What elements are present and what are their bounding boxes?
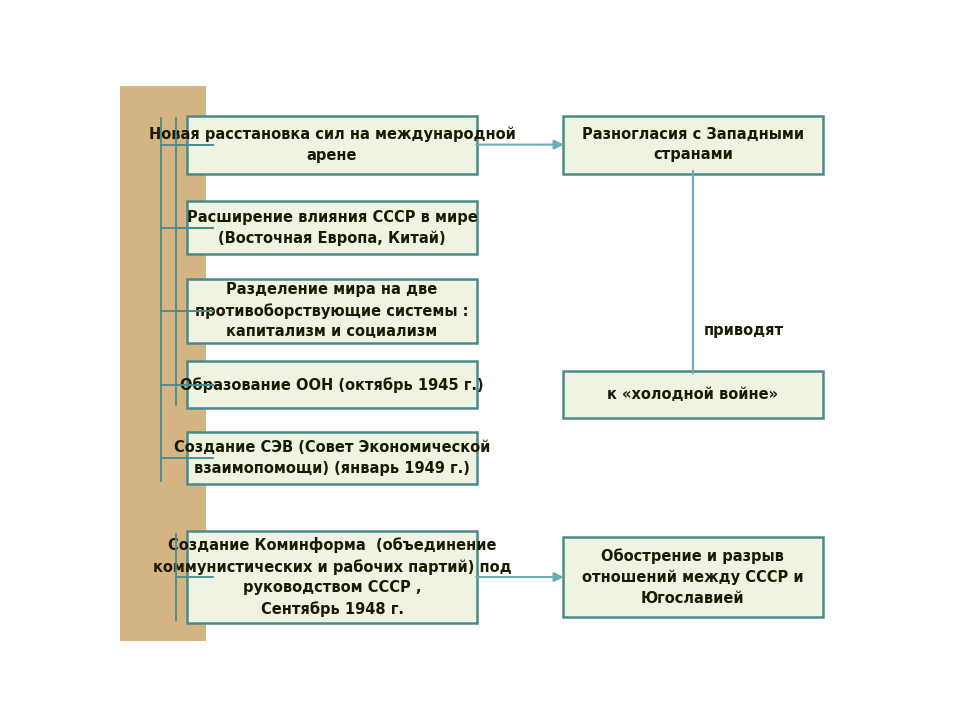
Text: Обострение и разрыв
отношений между СССР и
Югославией: Обострение и разрыв отношений между СССР…: [582, 549, 804, 606]
Text: приводят: приводят: [704, 323, 784, 338]
FancyBboxPatch shape: [187, 431, 477, 484]
FancyBboxPatch shape: [563, 371, 823, 418]
Text: Расширение влияния СССР в мире
(Восточная Европа, Китай): Расширение влияния СССР в мире (Восточна…: [186, 210, 477, 246]
FancyBboxPatch shape: [187, 279, 477, 343]
Text: Разногласия с Западными
странами: Разногласия с Западными странами: [582, 127, 804, 162]
FancyBboxPatch shape: [563, 537, 823, 617]
Text: Новая расстановка сил на международной
арене: Новая расстановка сил на международной а…: [149, 127, 516, 163]
Text: Образование ООН (октябрь 1945 г.): Образование ООН (октябрь 1945 г.): [180, 377, 484, 392]
FancyBboxPatch shape: [187, 531, 477, 623]
Text: Разделение мира на две
противоборствующие системы :
капитализм и социализм: Разделение мира на две противоборствующи…: [195, 282, 468, 339]
FancyBboxPatch shape: [120, 86, 205, 641]
FancyBboxPatch shape: [187, 361, 477, 408]
Text: Создание Коминформа  (объединение
коммунистических и рабочих партий) под
руковод: Создание Коминформа (объединение коммуни…: [153, 537, 512, 617]
FancyBboxPatch shape: [187, 115, 477, 174]
FancyBboxPatch shape: [563, 115, 823, 174]
Text: Создание СЭВ (Совет Экономической
взаимопомощи) (январь 1949 г.): Создание СЭВ (Совет Экономической взаимо…: [174, 440, 491, 475]
FancyBboxPatch shape: [187, 202, 477, 254]
Text: к «холодной войне»: к «холодной войне»: [608, 387, 779, 402]
